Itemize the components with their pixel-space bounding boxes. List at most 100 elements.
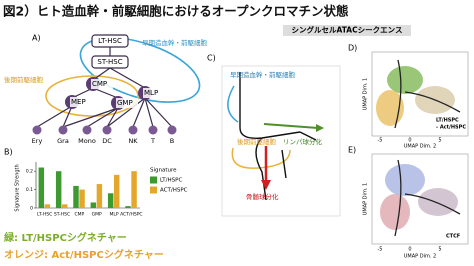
myeloid-label: 骨髄球分化	[246, 192, 279, 201]
panel-label: D)	[348, 44, 357, 53]
late-arc	[231, 147, 291, 169]
x-tick-label: ACT/HSPC	[120, 212, 143, 218]
x-tick-label: LT-HSC	[37, 212, 52, 218]
x-tick-label: 0	[408, 247, 411, 253]
bar	[131, 171, 137, 208]
leaf-label: DC	[102, 137, 112, 145]
early-label: 早期造血幹・前駆細胞	[142, 38, 208, 47]
panel-e: E) CTCF UMAP Dim. 1 -5 0 5 UMAP Dim. 2	[348, 146, 469, 260]
leaf-circle	[128, 125, 138, 135]
panel-label: A)	[32, 34, 41, 43]
x-tick-label: GMP	[92, 212, 102, 218]
title: 図2）ヒト造血幹・前駆細胞におけるオープンクロマチン状態	[3, 4, 349, 19]
node-label: CMP	[92, 80, 107, 88]
leaf-circle	[82, 125, 92, 135]
leaf-circle	[167, 125, 177, 135]
lymph-arrow	[263, 123, 319, 129]
node-label: GMP	[117, 99, 133, 107]
panel-a: A) 早期造血幹・前駆細胞 後期前駆細胞 LT-HSC ST-HSC CMP MLP M…	[4, 34, 208, 146]
bar	[107, 193, 114, 208]
bar	[90, 202, 97, 208]
bar	[55, 171, 62, 208]
late-label: 後期前駆細胞	[4, 75, 44, 84]
footer-orange: オレンジ: Act/HSPCシグネチャー	[4, 248, 164, 261]
x-tick-label: 5	[438, 138, 441, 144]
legend-label: LT/HSPC	[160, 178, 182, 184]
bar	[38, 167, 45, 208]
bar	[44, 204, 51, 208]
subtitle: シングルセルATACシークエンス	[292, 25, 403, 35]
leaf-circle	[148, 125, 158, 135]
node-label-bg	[116, 98, 138, 108]
leaf-circle	[102, 125, 112, 135]
node-label-bg	[70, 97, 92, 107]
tree-edges	[36, 46, 173, 128]
early-label: 早期造血幹・前駆細胞	[230, 70, 296, 79]
legend-title: Signature	[150, 168, 177, 174]
panel-label: B)	[4, 148, 13, 157]
trajectory	[394, 159, 461, 237]
y-axis-label: UMAP Dim. 1	[363, 183, 369, 215]
bar	[96, 184, 103, 208]
node-label: MLP	[144, 89, 158, 97]
y-axis-label: UMAP Dim. 1	[363, 78, 369, 110]
late-label: 後期前駆細胞	[237, 137, 277, 146]
legend-label: ACT/HSPC	[160, 188, 188, 194]
cluster-mix	[418, 188, 458, 216]
bar	[73, 185, 79, 208]
cluster-green	[387, 66, 423, 94]
leaf-label: Gra	[57, 137, 69, 145]
node-box	[91, 55, 129, 69]
leaf-label: T	[150, 137, 155, 145]
x-tick-label: MLP	[109, 212, 118, 218]
note: LT/HSPC	[436, 118, 459, 124]
lymph-label: リンパ球分化	[283, 137, 323, 146]
node-label-bg	[143, 88, 165, 98]
node-box	[91, 34, 129, 48]
leaf-circle	[32, 125, 42, 135]
panel-c-box	[221, 65, 341, 217]
panel-label: E)	[348, 146, 356, 155]
panel-b: B) Signature Strength 0 0.1 0.2 LT-HSC ST-HS…	[4, 148, 188, 218]
leaf-label: Mono	[78, 137, 96, 145]
footer-green: 緑: LT/HSPCシグネチャー	[4, 231, 127, 244]
node-label-bg	[91, 79, 113, 89]
bar	[79, 189, 85, 208]
panel-d: D) LT/HSPC - Act/HSPC UMAP Dim. 1 -5 0 5…	[348, 44, 469, 150]
subtitle-box	[283, 25, 411, 36]
bar	[125, 206, 131, 208]
note: CTCF	[446, 234, 460, 240]
legend-swatch	[150, 186, 157, 194]
late-ellipse	[45, 75, 139, 117]
lymph-arrowhead	[316, 124, 324, 132]
leaf-label: B	[170, 137, 174, 145]
node-label: LT-HSC	[98, 37, 122, 45]
x-tick-label: ST-HSC	[54, 212, 70, 218]
note: - Act/HSPC	[436, 125, 466, 131]
y-tick-label: 0	[30, 206, 33, 212]
x-tick-label: 0	[408, 138, 411, 144]
x-tick-label: 5	[438, 247, 441, 253]
early-arc	[227, 85, 239, 123]
leaf-label: NK	[128, 137, 138, 145]
leaf-label: Ery	[32, 137, 43, 145]
early-ellipse	[79, 37, 201, 103]
node-label: MEP	[71, 98, 86, 106]
x-tick-label: -5	[378, 247, 383, 253]
myeloid-arrowhead	[261, 180, 271, 190]
x-axis-label: UMAP Dim. 2	[404, 254, 436, 260]
x-tick-label: CMP	[74, 212, 84, 218]
node-label: ST-HSC	[97, 58, 122, 66]
panel-label: C)	[207, 54, 216, 63]
y-tick-label: 0.1	[26, 187, 33, 193]
legend-swatch	[150, 176, 157, 184]
panel-c: C) 早期造血幹・前駆細胞 後期前駆細胞 リンパ球分化 骨髄球分化	[207, 54, 341, 217]
x-axis-label: UMAP Dim. 2	[404, 144, 436, 150]
y-tick-label: 0.2	[26, 169, 33, 175]
x-tick-label: -5	[378, 138, 383, 144]
bar	[114, 174, 120, 208]
y-axis-label: Signature Strength	[15, 164, 21, 211]
leaf-circle	[58, 125, 68, 135]
trajectory	[394, 59, 461, 129]
